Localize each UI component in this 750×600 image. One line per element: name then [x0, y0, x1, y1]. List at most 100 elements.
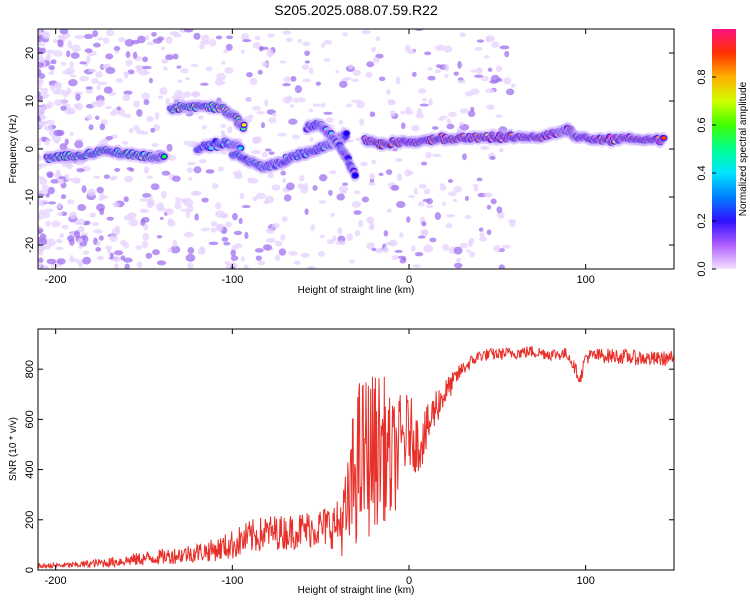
spectrogram-noise-blob — [177, 79, 183, 84]
spectrogram-y-tick-label: 0 — [24, 146, 36, 152]
spectrogram-noise-blob — [304, 182, 309, 191]
spectrogram-noise-blob — [210, 227, 217, 233]
spectrogram-noise-blob — [59, 29, 69, 35]
spectrogram-noise-blob — [244, 97, 253, 102]
spectrogram-noise-blob — [411, 245, 416, 252]
spectrogram-noise-blob — [387, 100, 396, 106]
spectrogram-noise-blob — [323, 111, 333, 115]
spectrogram-noise-blob — [447, 179, 454, 183]
spectrogram-noise-blob — [406, 216, 411, 223]
spectrogram-noise-blob — [188, 177, 193, 181]
spectrogram-ridge-core — [161, 154, 167, 159]
spectrogram-noise-blob — [143, 223, 149, 231]
spectrogram-noise-blob — [242, 39, 252, 43]
spectrogram-noise-blob — [51, 220, 61, 228]
spectrogram-noise-blob — [58, 176, 67, 180]
spectrogram-noise-blob — [205, 169, 215, 174]
spectrogram-noise-blob — [113, 250, 124, 256]
spectrogram-noise-blob — [283, 76, 291, 83]
spectrogram-noise-blob — [95, 247, 102, 252]
spectrogram-noise-blob — [499, 45, 510, 50]
spectrogram-noise-blob — [478, 227, 484, 232]
spectrogram-noise-blob — [38, 138, 43, 143]
spectrogram-noise-blob — [396, 173, 402, 182]
spectrogram-ridge — [301, 116, 361, 182]
spectrogram-noise-blob — [106, 216, 114, 221]
spectrogram-noise-blob — [219, 148, 228, 155]
spectrogram-ridge-core — [328, 131, 334, 136]
spectrogram-noise-blob — [114, 225, 121, 234]
spectrogram-noise-blob — [185, 253, 196, 262]
spectrogram-noise-blob — [417, 201, 425, 207]
spectrogram-noise-blob — [112, 256, 121, 263]
spectrogram-noise-blob — [268, 117, 277, 124]
spectrogram-noise-blob — [312, 103, 322, 107]
spectrogram-noise-blob — [176, 65, 182, 69]
spectrogram-noise-blob — [86, 114, 93, 121]
spectrogram-noise-blob — [383, 230, 389, 237]
spectrogram-noise-blob — [79, 61, 87, 65]
spectrogram-noise-blob — [61, 160, 72, 168]
spectrogram-noise-blob — [360, 161, 368, 167]
spectrogram-noise-blob — [510, 83, 516, 88]
spectrogram-noise-blob — [264, 148, 272, 152]
spectrogram-noise-blob — [75, 93, 81, 101]
spectrogram-noise-blob — [335, 70, 340, 74]
spectrogram-noise-blob — [52, 134, 62, 143]
spectrogram-noise-blob — [351, 99, 361, 104]
spectrogram-noise-blob — [98, 139, 108, 145]
spectrogram-noise-blob — [425, 151, 432, 159]
spectrogram-noise-blob — [349, 259, 356, 264]
spectrogram-noise-blob — [383, 246, 389, 254]
spectrogram-noise-blob — [71, 177, 81, 184]
spectrogram-noise-blob — [337, 227, 343, 235]
spectrogram-noise-blob — [423, 244, 434, 253]
spectrogram-noise-blob — [215, 223, 224, 232]
spectrogram-noise-blob — [291, 134, 300, 140]
spectrogram-noise-blob — [480, 145, 490, 151]
spectrogram-noise-blob — [39, 115, 47, 120]
spectrogram-noise-blob — [85, 220, 91, 226]
spectrogram-noise-blob — [388, 239, 398, 247]
spectrogram-noise-blob — [475, 67, 483, 75]
spectrogram-noise-blob — [98, 235, 104, 241]
spectrogram-noise-blob — [435, 64, 442, 68]
spectrogram-noise-blob — [300, 252, 310, 258]
spectrogram-noise-blob — [462, 153, 467, 161]
spectrogram-noise-blob — [105, 53, 114, 60]
spectrogram-noise-blob — [183, 140, 189, 146]
spectrogram-noise-blob — [142, 65, 152, 70]
spectrogram-noise-blob — [352, 69, 362, 76]
spectrogram-noise-blob — [320, 42, 325, 48]
spectrogram-noise-blob — [219, 80, 226, 85]
spectrogram-noise-blob — [217, 166, 224, 172]
spectrogram-noise-blob — [170, 245, 181, 254]
spectrogram-x-tick-label: 100 — [576, 274, 594, 286]
spectrogram-noise-blob — [302, 41, 311, 47]
spectrogram-noise-blob — [421, 221, 427, 227]
spectrogram-noise-blob — [389, 109, 396, 117]
spectrogram-noise-blob — [483, 55, 490, 59]
spectrogram-noise-blob — [308, 108, 314, 113]
spectrogram-noise-blob — [114, 50, 120, 54]
spectrogram-noise-blob — [434, 212, 442, 220]
spectrogram-noise-blob — [263, 200, 269, 205]
colorbar-tick-label: 0.2 — [696, 213, 708, 228]
spectrogram-noise-blob — [56, 169, 61, 176]
spectrogram-noise-blob — [259, 46, 270, 51]
spectrogram-noise-blob — [96, 84, 101, 91]
spectrogram-noise-blob — [216, 72, 226, 81]
spectrogram-noise-blob — [73, 230, 81, 238]
spectrogram-noise-blob — [69, 132, 75, 136]
spectrogram-noise-blob — [136, 129, 144, 135]
spectrogram-noise-blob — [342, 32, 349, 37]
spectrogram-noise-blob — [224, 67, 234, 74]
spectrogram-noise-blob — [174, 90, 184, 98]
spectrogram-noise-blob — [136, 108, 143, 117]
spectrogram-noise-blob — [208, 38, 217, 47]
spectrogram-noise-blob — [464, 195, 469, 202]
spectrogram-noise-blob — [143, 71, 151, 75]
spectrogram-noise-blob — [47, 186, 55, 195]
spectrogram-noise-blob — [93, 175, 101, 179]
spectrogram-noise-blob — [73, 91, 83, 96]
